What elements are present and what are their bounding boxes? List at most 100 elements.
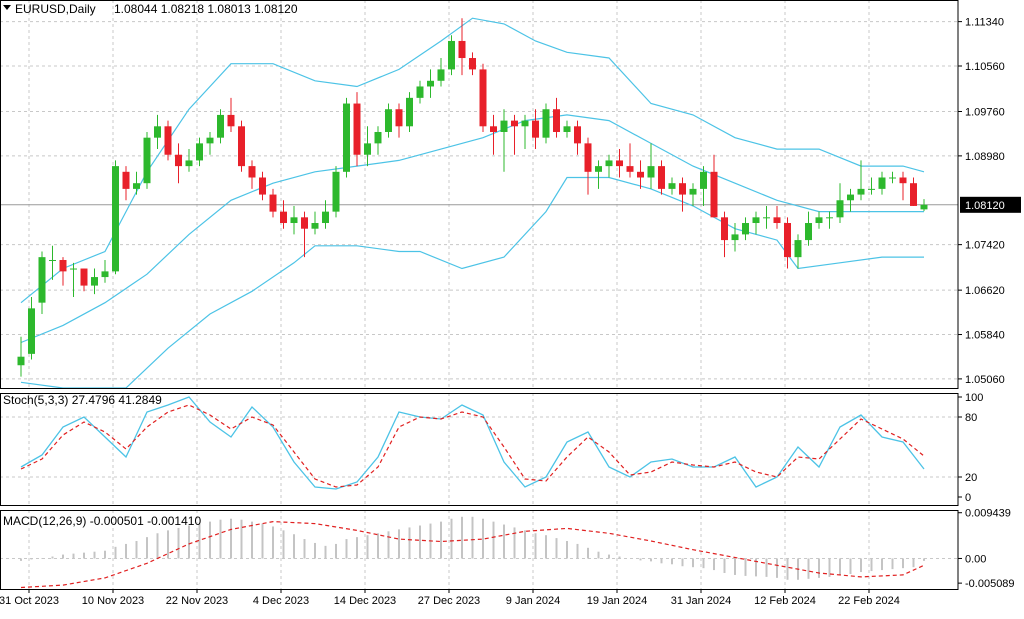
bearish-candle (80, 268, 88, 292)
bullish-candle (752, 211, 760, 235)
bullish-candle (448, 35, 455, 76)
bullish-candle (542, 103, 550, 144)
candle-body (437, 69, 445, 81)
candle-body (847, 194, 854, 201)
candle-body (731, 234, 739, 241)
candle-body (637, 171, 644, 178)
stoch-tick-label: 0 (965, 492, 971, 504)
date-tick-label: 31 Jan 2024 (671, 595, 732, 607)
candle-body (763, 217, 770, 219)
candle-body (395, 109, 403, 127)
candle-body (500, 120, 508, 132)
bearish-candle (353, 92, 361, 167)
candle-body (374, 131, 382, 144)
bullish-candle (763, 205, 770, 229)
candle-body (311, 223, 319, 229)
candle-body (196, 143, 203, 161)
bullish-candle (742, 217, 749, 241)
bullish-candle (805, 211, 812, 246)
candle-body (521, 120, 529, 127)
bearish-candle (532, 109, 539, 150)
bearish-candle (458, 18, 466, 76)
grid-layer (0, 0, 958, 589)
bearish-candle (395, 103, 403, 138)
candle-body (49, 259, 56, 261)
candle-body (143, 137, 151, 184)
date-tick-label: 12 Feb 2024 (754, 595, 816, 607)
bullish-candle (217, 109, 224, 144)
candle-body (710, 171, 718, 218)
candle-body (868, 188, 875, 190)
bearish-candle (259, 171, 266, 201)
bearish-candle (616, 149, 623, 178)
bullish-candle (154, 114, 161, 150)
collapse-triangle-icon[interactable] (3, 5, 11, 10)
stoch-main-line (20, 396, 925, 490)
candle-body (679, 183, 686, 195)
candle-body (101, 271, 109, 278)
bearish-candle (301, 211, 308, 258)
bullish-candle (563, 120, 571, 138)
macd-tick-label: 0.00 (965, 553, 986, 565)
candle-body (805, 223, 812, 241)
candle-body (689, 188, 697, 195)
bullish-candle (689, 183, 697, 206)
candle-body (17, 356, 25, 366)
macd-tick-label: 0.009439 (965, 508, 1011, 520)
candle-body (238, 126, 245, 167)
bullish-candle (17, 336, 25, 377)
candle-body (899, 177, 907, 184)
price-tick-label: 1.05840 (965, 330, 1005, 342)
bullish-candle (847, 188, 854, 212)
bullish-candle (133, 171, 140, 195)
candle-body (259, 177, 266, 195)
candle-body (857, 188, 865, 195)
candle-body (280, 211, 287, 224)
date-tick-label: 31 Oct 2023 (0, 595, 59, 607)
bullish-candle (416, 80, 424, 104)
bearish-candle (122, 166, 130, 201)
bullish-candle (521, 114, 529, 150)
bearish-candle (469, 52, 476, 76)
candle-body (343, 103, 350, 172)
panel-frame (0, 393, 959, 506)
bearish-candle (626, 143, 634, 178)
macd-signal-line (20, 520, 925, 589)
price-axis: 1.11340 1.10560 1.09760 1.08980 1.07420 1.066… (0, 17, 1021, 607)
bullish-candle (406, 92, 413, 132)
bullish-candle (815, 211, 823, 229)
panel-frame (0, 510, 959, 590)
candle-body (133, 183, 140, 189)
bullish-candle (437, 58, 445, 87)
candle-body (353, 103, 361, 155)
bullish-candle (700, 166, 707, 206)
current-price-label: 1.08120 (965, 200, 1005, 212)
candle-body (511, 120, 518, 127)
bullish-candle (920, 199, 928, 212)
candle-body (878, 177, 886, 189)
date-tick-label: 9 Jan 2024 (506, 595, 560, 607)
candle-body (217, 114, 224, 138)
bearish-candle (637, 160, 644, 189)
bearish-candle (574, 120, 581, 155)
candle-body (122, 171, 130, 189)
bullish-candle (206, 131, 214, 155)
bearish-candle (773, 205, 781, 229)
candle-body (532, 120, 539, 138)
bullish-candle (196, 137, 203, 167)
bearish-candle (248, 160, 256, 189)
bullish-candle (595, 160, 602, 189)
candle-body (269, 194, 277, 212)
macd-indicator (20, 516, 925, 589)
candle-body (721, 217, 728, 241)
candle-body (910, 183, 917, 206)
stoch-tick-label: 80 (965, 412, 977, 424)
candle-body (595, 166, 602, 172)
bearish-candle (910, 177, 917, 206)
stoch-signal-line (20, 404, 925, 488)
bullish-candle (427, 69, 434, 98)
bearish-candle (175, 143, 182, 184)
bullish-candle (647, 143, 655, 189)
candle-body (322, 211, 329, 224)
